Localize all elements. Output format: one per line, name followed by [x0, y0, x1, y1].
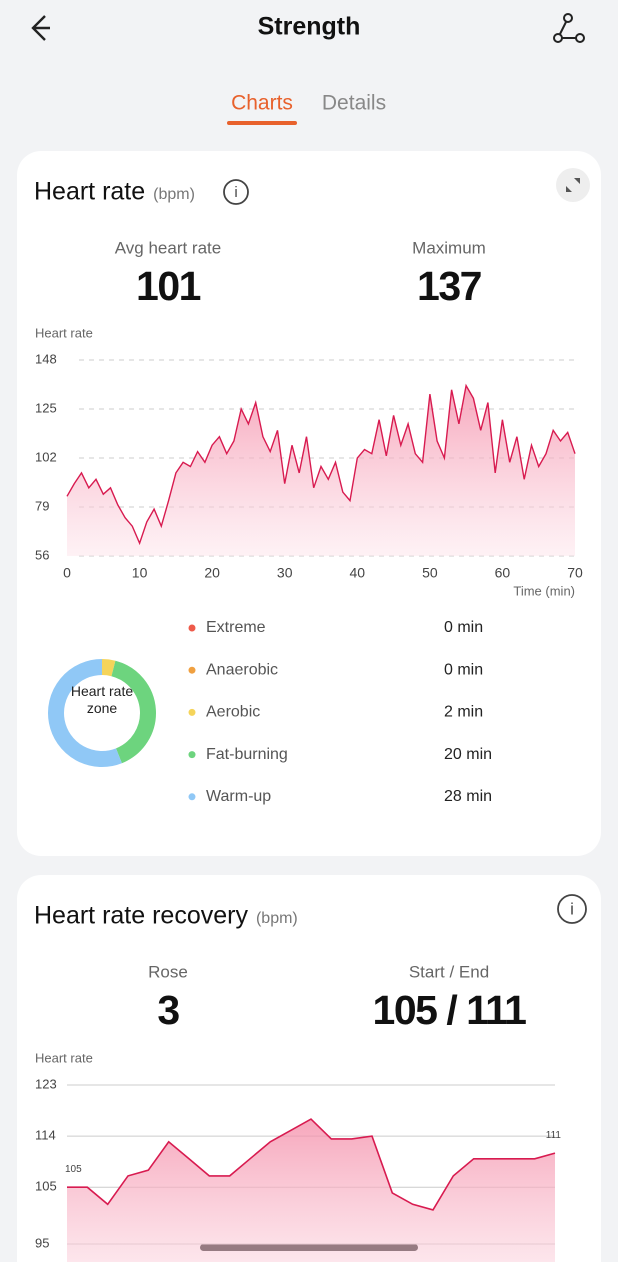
stat-value: 101	[136, 263, 201, 309]
x-tick-label: 20	[204, 565, 220, 581]
page-title: Strength	[258, 13, 361, 41]
card-title: Heart rate	[34, 178, 145, 206]
tab-indicator	[227, 121, 297, 125]
legend-value: 0 min	[444, 661, 483, 678]
route-button[interactable]	[553, 13, 585, 43]
legend-dot	[188, 666, 196, 674]
y-tick-label: 105	[35, 1179, 57, 1194]
card-unit: (bpm)	[153, 186, 195, 203]
stat-value: 137	[417, 263, 481, 309]
legend-dot	[188, 751, 196, 759]
info-icon[interactable]: i	[223, 179, 249, 205]
svg-text:i: i	[234, 184, 237, 201]
stat-label: Avg heart rate	[115, 238, 221, 257]
legend-value: 2 min	[444, 704, 483, 721]
area	[67, 1119, 555, 1262]
legend-dot	[188, 624, 196, 632]
y-tick-label: 123	[35, 1076, 57, 1091]
x-tick-label: 60	[495, 565, 511, 581]
legend-label: Anaerobic	[206, 661, 278, 678]
card-title: Heart rate recovery	[34, 902, 248, 930]
donut-center-label: Heart rate zone	[70, 683, 134, 716]
donut-segment	[111, 660, 156, 764]
y-tick-label: 79	[35, 498, 49, 513]
stat-value: 105 / 111	[373, 987, 527, 1033]
stat-label: Start / End	[409, 962, 489, 981]
data-label: 105	[65, 1164, 82, 1175]
stat-label: Rose	[148, 962, 188, 981]
y-tick-label: 102	[35, 449, 57, 464]
legend-value: 28 min	[444, 788, 492, 805]
y-axis-title: Heart rate	[35, 1050, 93, 1065]
line	[66, 383, 576, 546]
svg-text:i: i	[570, 899, 574, 918]
tab[interactable]: Details	[322, 92, 386, 115]
donut-segment	[101, 659, 116, 677]
y-axis-title: Heart rate	[35, 325, 93, 340]
line	[67, 1118, 556, 1211]
legend-dot	[188, 793, 196, 801]
x-tick-label: 30	[277, 565, 293, 581]
y-tick-label: 114	[35, 1128, 56, 1143]
data-label: 111	[546, 1130, 562, 1141]
card-unit: (bpm)	[256, 910, 298, 927]
legend-value: 0 min	[444, 619, 483, 636]
y-tick-label: 56	[35, 547, 49, 562]
x-tick-label: 0	[63, 565, 71, 581]
legend-label: Fat-burning	[206, 746, 288, 763]
legend-value: 20 min	[444, 746, 492, 763]
info-icon[interactable]: i	[557, 894, 587, 924]
y-tick-label: 95	[35, 1235, 49, 1250]
donut-segment	[48, 659, 122, 767]
x-tick-label: 40	[349, 565, 365, 581]
stat-label: Maximum	[412, 238, 486, 257]
x-tick-label: 10	[132, 565, 148, 581]
expand-button[interactable]	[556, 168, 590, 202]
legend-label: Warm-up	[206, 788, 271, 805]
tab[interactable]: Charts	[231, 92, 293, 115]
stat-value: 3	[157, 987, 179, 1033]
x-tick-label: 50	[422, 565, 438, 581]
legend-label: Aerobic	[206, 704, 260, 721]
y-tick-label: 125	[35, 400, 57, 415]
legend-dot	[188, 708, 196, 716]
legend-label: Extreme	[206, 619, 266, 636]
x-tick-label: 70	[567, 565, 583, 581]
y-tick-label: 148	[35, 351, 57, 366]
back-button[interactable]	[31, 15, 50, 41]
x-axis-title: Time (min)	[513, 583, 575, 598]
